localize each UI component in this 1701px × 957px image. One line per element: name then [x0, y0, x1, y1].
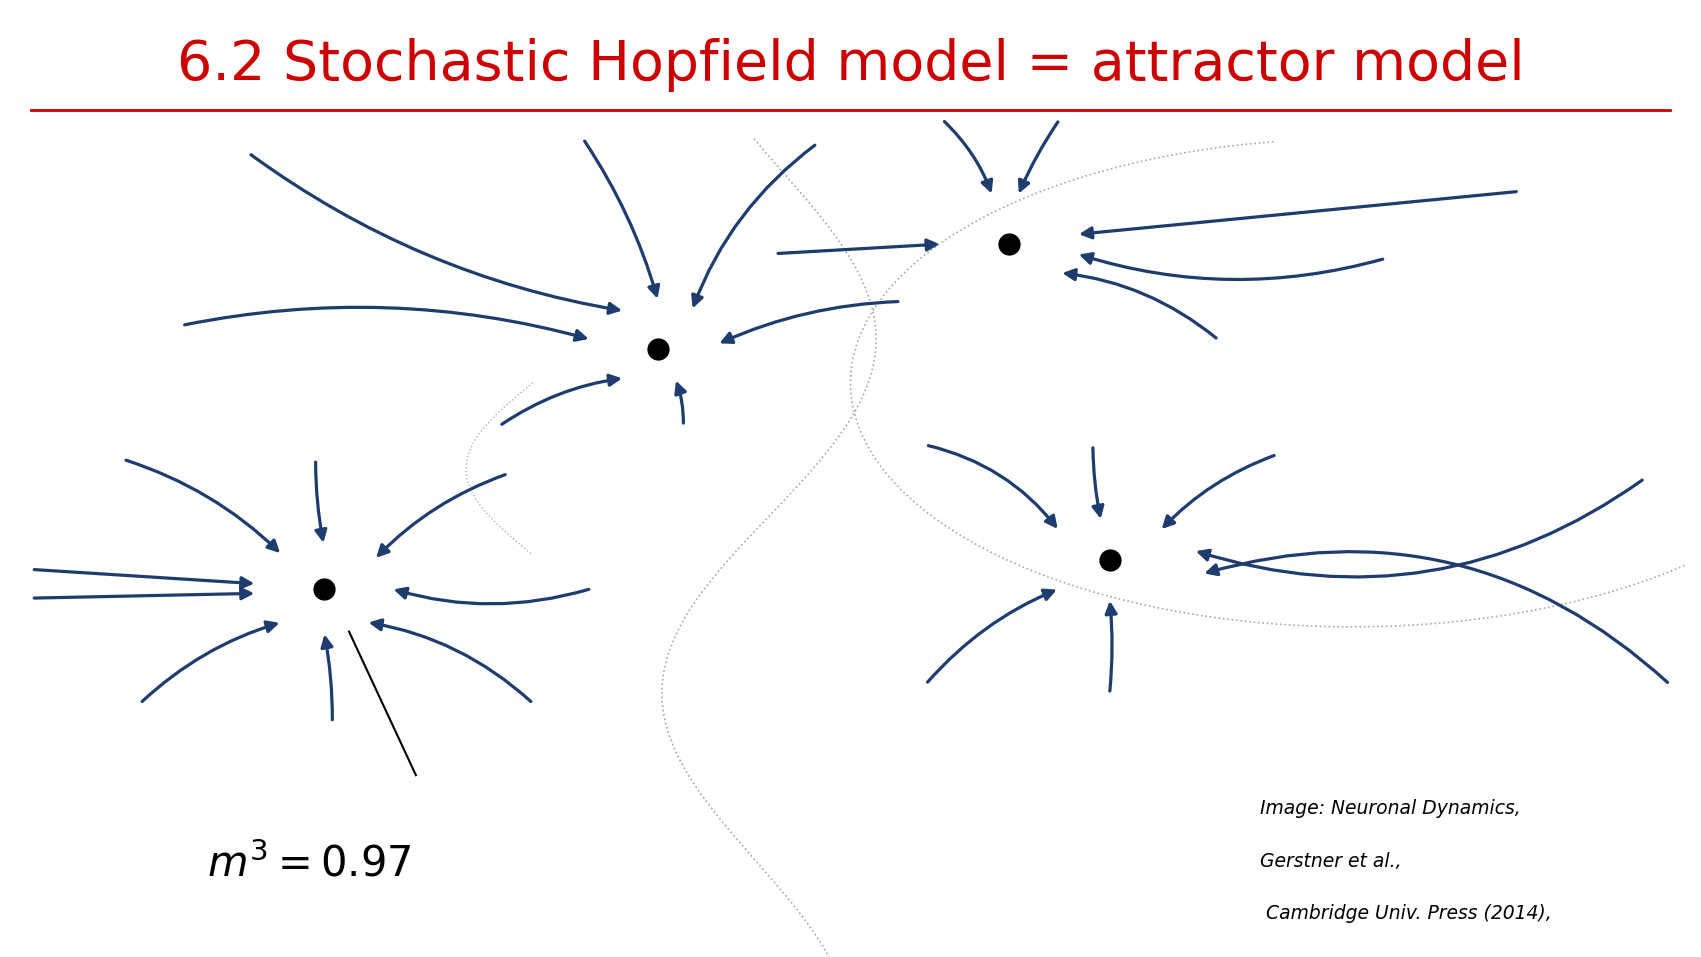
Text: Gerstner et al.,: Gerstner et al., [1260, 852, 1402, 871]
Text: 6.2 Stochastic Hopfield model = attractor model: 6.2 Stochastic Hopfield model = attracto… [177, 38, 1524, 92]
Text: Cambridge Univ. Press (2014),: Cambridge Univ. Press (2014), [1260, 904, 1551, 924]
Text: $m^3 = 0.97$: $m^3 = 0.97$ [208, 843, 412, 885]
Text: Image: Neuronal Dynamics,: Image: Neuronal Dynamics, [1260, 799, 1521, 818]
